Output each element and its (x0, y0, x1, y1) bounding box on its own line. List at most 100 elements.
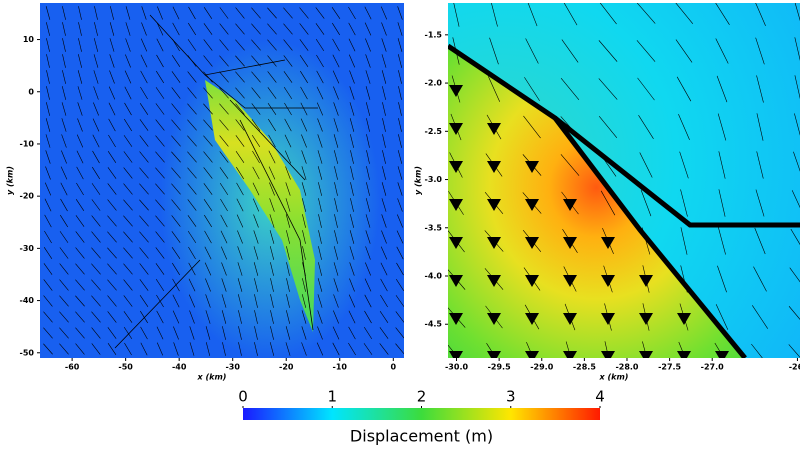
arrow (318, 182, 322, 196)
arrow (76, 166, 84, 180)
arrow (219, 119, 229, 131)
arrow (205, 326, 211, 340)
arrow (755, 37, 765, 65)
arrow (91, 183, 101, 195)
arrow (139, 135, 149, 147)
arrow (348, 6, 356, 20)
arrow (92, 166, 100, 180)
arrow (107, 231, 117, 243)
arrow-head (601, 313, 615, 325)
arrow (203, 6, 213, 20)
arrow (123, 295, 133, 307)
arrow (284, 150, 292, 164)
arrow (78, 38, 82, 52)
arrow (286, 230, 290, 244)
arrow (252, 198, 260, 212)
arrow (203, 119, 213, 131)
arrow (61, 86, 67, 100)
arrow (751, 343, 763, 358)
arrow (715, 304, 729, 330)
arrow (156, 310, 164, 324)
arrow (187, 119, 197, 131)
arrow (171, 119, 181, 131)
arrow (302, 278, 306, 292)
arrow (203, 39, 213, 51)
arrow (43, 279, 53, 291)
arrow (598, 78, 618, 100)
arrow-head (449, 161, 463, 173)
arrow (348, 326, 356, 340)
arrow (171, 247, 181, 259)
arrow (235, 87, 245, 99)
arrow (395, 295, 404, 307)
arrow (284, 134, 292, 148)
x-tick-label: -29.0 (530, 363, 553, 372)
arrow (188, 294, 196, 308)
arrow (283, 55, 293, 67)
arrow (93, 38, 99, 52)
arrow (91, 199, 101, 211)
arrow (75, 231, 85, 243)
arrow (382, 86, 386, 100)
arrow (60, 166, 68, 180)
arrow (93, 102, 99, 116)
arrow (251, 7, 261, 19)
arrow (252, 166, 260, 180)
arrow (75, 295, 85, 307)
arrow-head (525, 237, 539, 249)
arrow (139, 119, 149, 131)
arrow (60, 198, 68, 212)
arrow (301, 166, 307, 180)
arrow (251, 119, 261, 131)
arrow (171, 167, 181, 179)
arrow (155, 231, 165, 243)
arrow (46, 86, 50, 100)
arrow (317, 134, 323, 148)
arrow-head (639, 275, 653, 287)
arrow (379, 327, 389, 339)
arrow (316, 102, 324, 116)
arrow (238, 342, 242, 356)
arrow-head (563, 313, 577, 325)
arrow (91, 215, 101, 227)
arrow (172, 22, 180, 36)
arrow (380, 6, 388, 20)
arrow (381, 198, 387, 212)
arrow (316, 342, 324, 356)
arrow (283, 39, 293, 51)
arrow (794, 37, 800, 61)
arrow (91, 311, 101, 323)
arrow (75, 311, 85, 323)
arrow (254, 294, 258, 308)
arrow (794, 3, 800, 22)
arrow (398, 102, 402, 116)
arrow (221, 278, 227, 292)
arrow (333, 150, 339, 164)
arrow (109, 70, 115, 84)
arrow (108, 118, 116, 132)
arrow (93, 54, 99, 68)
arrow (109, 22, 115, 36)
arrow (380, 278, 388, 292)
arrow (395, 343, 404, 355)
arrow (788, 344, 800, 358)
arrow (107, 167, 117, 179)
arrow (203, 103, 213, 115)
arrow (91, 343, 101, 355)
arrow (333, 134, 339, 148)
arrow (219, 151, 229, 163)
arrow (61, 118, 67, 132)
arrow (75, 263, 85, 275)
arrow (397, 38, 403, 52)
arrow (793, 151, 800, 172)
arrow (299, 55, 309, 67)
arrow (332, 54, 340, 68)
arrow (382, 134, 386, 148)
arrow (75, 215, 85, 227)
x-tick-label: -26. (789, 363, 800, 372)
arrow (123, 326, 133, 340)
arrow-head (677, 313, 691, 325)
colorbar (243, 408, 600, 420)
arrow (381, 230, 387, 244)
arrow (270, 262, 274, 276)
